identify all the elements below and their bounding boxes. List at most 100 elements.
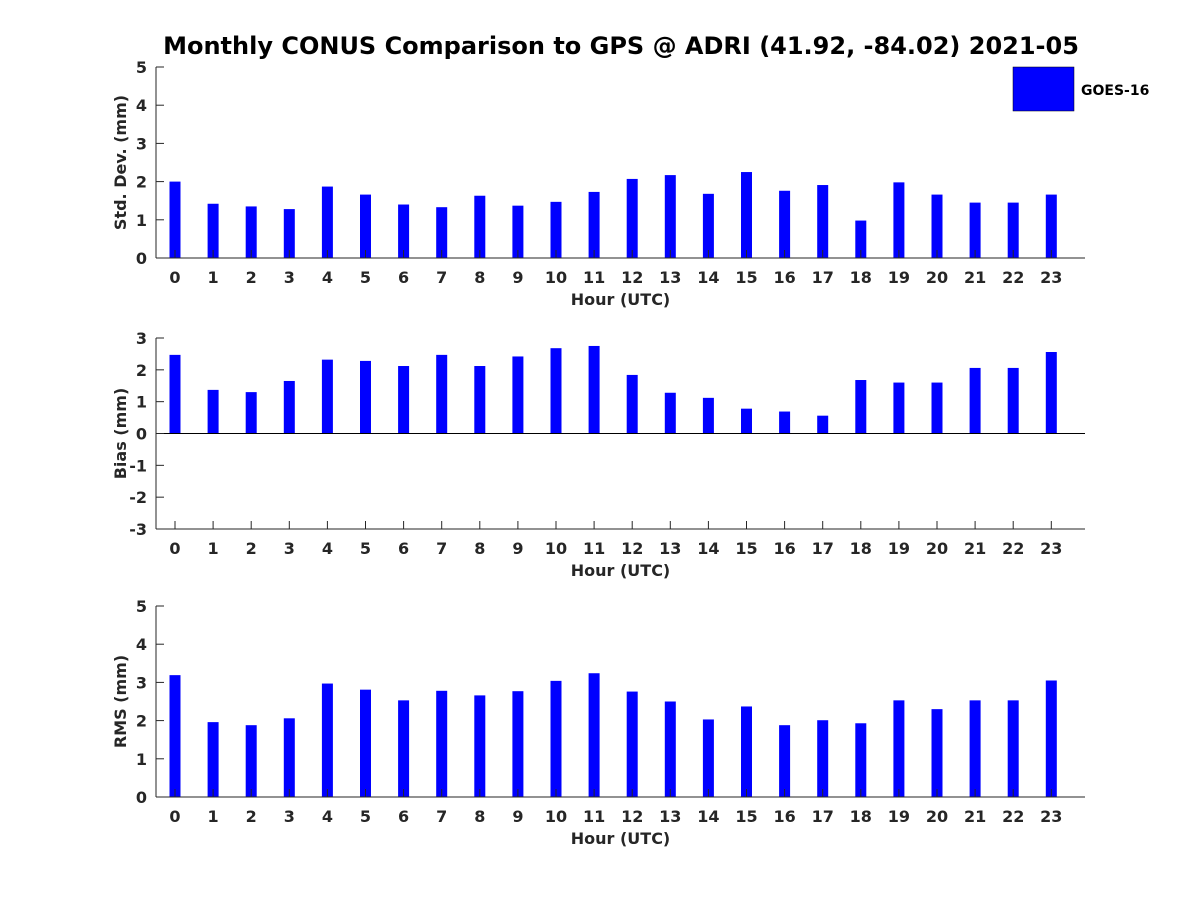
y-tick-label: 0	[136, 425, 147, 444]
x-tick-label: 23	[1040, 268, 1062, 287]
x-tick-label: 2	[246, 268, 257, 287]
x-tick-label: 20	[926, 539, 948, 558]
bar-std-dev-5	[360, 194, 371, 258]
x-tick-label: 21	[964, 539, 986, 558]
x-tick-label: 19	[888, 807, 910, 826]
y-tick-label: 2	[136, 712, 147, 731]
bar-rms-1	[207, 722, 219, 797]
y-tick-label: 3	[136, 329, 147, 348]
x-tick-label: 3	[284, 539, 295, 558]
y-tick-label: 4	[136, 635, 147, 654]
bar-bias-19	[893, 382, 905, 434]
bar-std-dev-6	[398, 204, 410, 258]
bar-bias-4	[321, 359, 333, 434]
legend: GOES-16	[1012, 66, 1149, 112]
x-tick-label: 6	[398, 807, 409, 826]
x-tick-label: 11	[583, 268, 605, 287]
x-tick-label: 4	[322, 539, 333, 558]
bar-bias-6	[398, 366, 410, 434]
x-tick-label: 15	[735, 268, 757, 287]
x-tick-label: 12	[621, 268, 643, 287]
x-tick-label: 9	[512, 807, 523, 826]
y-axis-label: Std. Dev. (mm)	[111, 95, 130, 230]
x-axis-label: Hour (UTC)	[571, 561, 671, 580]
x-tick-label: 2	[246, 539, 257, 558]
x-tick-label: 14	[697, 268, 719, 287]
y-tick-label: 2	[136, 173, 147, 192]
y-tick-label: 1	[136, 750, 147, 769]
bar-bias-11	[588, 345, 600, 434]
x-tick-label: 13	[659, 807, 681, 826]
x-tick-label: 7	[436, 268, 447, 287]
x-tick-label: 8	[474, 268, 485, 287]
y-tick-label: 3	[136, 134, 147, 153]
x-tick-label: 8	[474, 539, 485, 558]
bar-bias-21	[969, 367, 981, 434]
x-tick-label: 1	[208, 807, 219, 826]
bar-rms-19	[893, 700, 905, 797]
x-tick-label: 10	[545, 539, 567, 558]
bar-std-dev-17	[817, 185, 829, 258]
bar-rms-10	[550, 680, 562, 797]
x-tick-label: 8	[474, 807, 485, 826]
bar-bias-3	[283, 380, 295, 434]
bar-bias-20	[931, 382, 943, 434]
bar-bias-5	[360, 360, 371, 434]
bar-std-dev-22	[1007, 202, 1019, 258]
legend-swatch	[1012, 66, 1075, 112]
x-tick-label: 17	[812, 807, 834, 826]
x-tick-label: 18	[850, 268, 872, 287]
x-tick-label: 11	[583, 539, 605, 558]
bar-rms-12	[626, 691, 638, 797]
bar-std-dev-9	[512, 205, 524, 258]
y-tick-label: 5	[136, 58, 147, 77]
bar-std-dev-15	[741, 172, 752, 258]
bar-rms-18	[855, 723, 867, 797]
bar-rms-13	[664, 701, 676, 797]
x-tick-label: 4	[322, 807, 333, 826]
x-tick-label: 17	[812, 268, 834, 287]
bar-rms-2	[245, 725, 257, 797]
x-tick-label: 4	[322, 268, 333, 287]
x-tick-label: 16	[773, 539, 795, 558]
bar-rms-17	[817, 720, 829, 797]
bar-std-dev-3	[283, 209, 295, 258]
x-tick-label: 19	[888, 539, 910, 558]
x-tick-label: 20	[926, 807, 948, 826]
bar-rms-21	[969, 700, 981, 797]
x-tick-label: 23	[1040, 539, 1062, 558]
bar-rms-6	[398, 700, 410, 797]
bar-bias-16	[779, 411, 791, 434]
x-tick-label: 12	[621, 807, 643, 826]
bar-std-dev-21	[969, 202, 981, 258]
y-axis-label: RMS (mm)	[111, 655, 130, 748]
x-tick-label: 10	[545, 807, 567, 826]
legend-label: GOES-16	[1081, 83, 1149, 99]
bar-std-dev-11	[588, 191, 600, 258]
bar-bias-15	[741, 408, 752, 434]
bar-std-dev-14	[702, 193, 714, 258]
y-tick-label: 1	[136, 393, 147, 412]
x-axis-label: Hour (UTC)	[571, 829, 671, 848]
bar-rms-11	[588, 673, 600, 797]
bar-bias-23	[1045, 352, 1057, 434]
bar-rms-8	[474, 695, 486, 797]
bar-std-dev-23	[1045, 194, 1057, 258]
x-tick-label: 15	[735, 807, 757, 826]
y-tick-label: 0	[136, 788, 147, 807]
x-tick-label: 22	[1002, 268, 1024, 287]
bar-std-dev-1	[207, 203, 219, 258]
bar-rms-5	[360, 689, 371, 797]
x-tick-label: 22	[1002, 807, 1024, 826]
x-tick-label: 21	[964, 268, 986, 287]
x-tick-label: 13	[659, 539, 681, 558]
x-tick-label: 14	[697, 539, 719, 558]
x-tick-label: 3	[284, 807, 295, 826]
bar-bias-8	[474, 366, 486, 434]
x-tick-label: 1	[208, 268, 219, 287]
x-tick-label: 20	[926, 268, 948, 287]
x-tick-label: 15	[735, 539, 757, 558]
x-tick-label: 14	[697, 807, 719, 826]
